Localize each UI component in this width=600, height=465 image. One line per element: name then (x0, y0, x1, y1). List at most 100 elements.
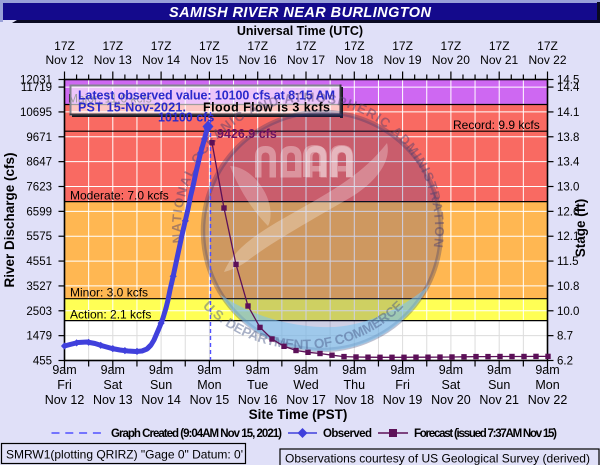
svg-text:Moderate: 7.0 kcfs: Moderate: 7.0 kcfs (70, 189, 169, 203)
svg-text:17Z: 17Z (54, 39, 75, 53)
svg-text:Nov 16: Nov 16 (239, 53, 277, 67)
svg-text:9am: 9am (390, 363, 414, 377)
svg-text:Latest observed value: 10100 c: Latest observed value: 10100 cfs at 8:15… (78, 89, 335, 103)
svg-text:Nov 20: Nov 20 (432, 53, 470, 67)
svg-text:1479: 1479 (26, 331, 52, 343)
svg-text:14.4: 14.4 (557, 82, 580, 94)
svg-text:Sun: Sun (488, 378, 510, 392)
svg-text:9am: 9am (294, 363, 318, 377)
svg-text:Nov 15: Nov 15 (190, 393, 230, 407)
svg-text:Stage (ft): Stage (ft) (573, 199, 588, 258)
svg-text:SAMISH RIVER NEAR BURLINGTON: SAMISH RIVER NEAR BURLINGTON (169, 5, 432, 21)
svg-text:Tue: Tue (247, 378, 268, 392)
svg-text:12.1: 12.1 (557, 231, 579, 243)
svg-text:Nov 20: Nov 20 (431, 393, 471, 407)
svg-text:5575: 5575 (26, 231, 52, 243)
svg-text:9am: 9am (246, 363, 270, 377)
svg-text:Wed: Wed (293, 378, 319, 392)
svg-text:14.1: 14.1 (557, 107, 579, 119)
svg-text:11719: 11719 (21, 82, 52, 94)
svg-text:Observed: Observed (323, 428, 372, 440)
svg-text:Mon: Mon (535, 378, 559, 392)
svg-text:17Z: 17Z (392, 39, 413, 53)
svg-text:Nov 19: Nov 19 (384, 53, 422, 67)
svg-text:3527: 3527 (26, 281, 52, 293)
svg-text:12031: 12031 (20, 75, 52, 87)
svg-text:8.7: 8.7 (557, 331, 573, 343)
svg-text:17Z: 17Z (199, 39, 220, 53)
svg-text:13.4: 13.4 (557, 157, 580, 169)
svg-text:11.5: 11.5 (557, 256, 579, 268)
svg-text:9am: 9am (535, 363, 559, 377)
svg-text:Forecast (issued 7:37AM Nov 15: Forecast (issued 7:37AM Nov 15) (414, 428, 557, 440)
svg-text:Sat: Sat (442, 378, 461, 392)
svg-text:Nov 21: Nov 21 (480, 53, 518, 67)
svg-text:Nov 12: Nov 12 (45, 53, 83, 67)
svg-text:Nov 13: Nov 13 (93, 393, 133, 407)
svg-text:Fri: Fri (57, 378, 72, 392)
svg-text:12.6: 12.6 (557, 206, 579, 218)
svg-text:Record: 9.9 kcfs: Record: 9.9 kcfs (453, 118, 540, 132)
svg-text:17Z: 17Z (489, 39, 510, 53)
svg-text:Nov 19: Nov 19 (383, 393, 423, 407)
svg-text:17Z: 17Z (441, 39, 462, 53)
svg-text:Nov 17: Nov 17 (287, 53, 325, 67)
svg-text:17Z: 17Z (344, 39, 365, 53)
svg-text:Thu: Thu (344, 378, 366, 392)
svg-text:9am: 9am (487, 363, 511, 377)
svg-text:9am: 9am (52, 363, 76, 377)
svg-text:Fri: Fri (395, 378, 410, 392)
svg-text:17Z: 17Z (537, 39, 558, 53)
svg-text:Nov 13: Nov 13 (94, 53, 132, 67)
svg-text:Nov 22: Nov 22 (528, 393, 568, 407)
svg-text:14.5: 14.5 (557, 75, 579, 87)
svg-text:Mon: Mon (197, 378, 221, 392)
svg-text:Graph Created (9:04AM Nov 15,: Graph Created (9:04AM Nov 15, 2021) (111, 428, 282, 440)
svg-text:Nov 22: Nov 22 (528, 53, 566, 67)
svg-text:8647: 8647 (26, 157, 52, 169)
svg-text:10.0: 10.0 (557, 306, 579, 318)
svg-text:9am: 9am (439, 363, 463, 377)
svg-text:Nov 18: Nov 18 (335, 53, 373, 67)
svg-text:River Discharge (cfs): River Discharge (cfs) (2, 152, 17, 287)
svg-text:Nov 16: Nov 16 (238, 393, 278, 407)
svg-text:10100 cfs: 10100 cfs (158, 111, 214, 125)
svg-text:6.2: 6.2 (557, 356, 573, 368)
svg-text:9am: 9am (342, 363, 366, 377)
svg-text:Nov 17: Nov 17 (286, 393, 326, 407)
svg-text:Action: 2.1 kcfs: Action: 2.1 kcfs (70, 308, 151, 322)
svg-text:SMRW1(plotting QRIRZ) "Gage 0": SMRW1(plotting QRIRZ) "Gage 0" Datum: 0' (6, 448, 243, 462)
svg-text:13.8: 13.8 (557, 132, 579, 144)
svg-text:13.0: 13.0 (557, 182, 579, 194)
svg-text:Nov 21: Nov 21 (479, 393, 519, 407)
svg-text:7623: 7623 (26, 182, 52, 194)
svg-text:6599: 6599 (26, 206, 52, 218)
svg-text:17Z: 17Z (151, 39, 172, 53)
svg-text:Nov 14: Nov 14 (141, 393, 181, 407)
svg-text:Minor: 3.0 kcfs: Minor: 3.0 kcfs (70, 286, 148, 300)
svg-text:Nov 15: Nov 15 (190, 53, 228, 67)
svg-text:17Z: 17Z (296, 39, 317, 53)
svg-text:Universal Time (UTC): Universal Time (UTC) (237, 24, 363, 38)
svg-text:Nov 12: Nov 12 (45, 393, 85, 407)
svg-text:Sun: Sun (150, 378, 172, 392)
svg-text:Observations courtesy of US Ge: Observations courtesy of US Geological S… (285, 452, 590, 465)
svg-text:Nov 14: Nov 14 (142, 53, 180, 67)
svg-text:4551: 4551 (26, 256, 52, 268)
svg-text:17Z: 17Z (247, 39, 268, 53)
svg-text:17Z: 17Z (102, 39, 123, 53)
svg-text:PST 15-Nov-2021.: PST 15-Nov-2021. (78, 101, 186, 115)
svg-text:Nov 18: Nov 18 (334, 393, 374, 407)
svg-text:10.8: 10.8 (557, 281, 579, 293)
svg-text:9am: 9am (197, 363, 221, 377)
svg-text:Flood Flow is 3 kcfs: Flood Flow is 3 kcfs (203, 101, 330, 115)
svg-text:10695: 10695 (20, 107, 52, 119)
svg-text:Sat: Sat (103, 378, 122, 392)
svg-text:9426.9 cfs: 9426.9 cfs (217, 127, 277, 141)
svg-text:2503: 2503 (26, 306, 52, 318)
svg-text:455: 455 (33, 356, 52, 368)
svg-text:9am: 9am (149, 363, 173, 377)
svg-text:9am: 9am (101, 363, 125, 377)
svg-text:Site Time (PST): Site Time (PST) (249, 407, 348, 422)
svg-text:9671: 9671 (26, 132, 52, 144)
